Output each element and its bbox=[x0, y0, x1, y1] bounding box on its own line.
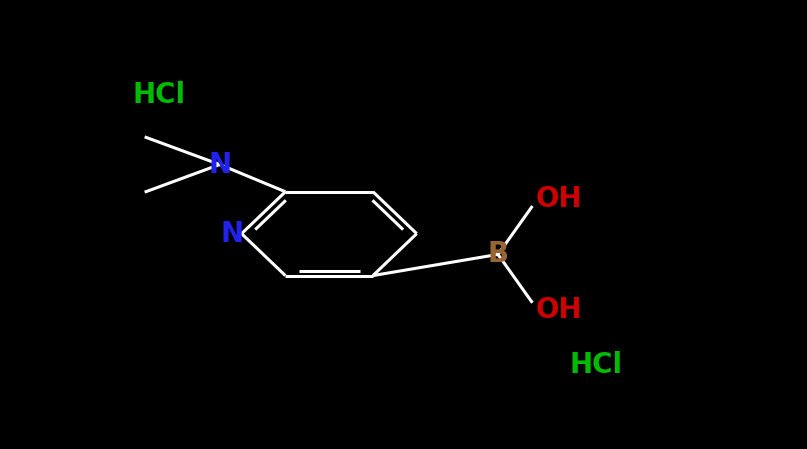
Text: B: B bbox=[487, 240, 508, 269]
Text: N: N bbox=[208, 150, 232, 179]
Text: HCl: HCl bbox=[570, 351, 623, 379]
Text: OH: OH bbox=[536, 296, 582, 324]
Text: HCl: HCl bbox=[132, 81, 186, 110]
Text: N: N bbox=[220, 220, 244, 248]
Text: OH: OH bbox=[536, 185, 582, 213]
